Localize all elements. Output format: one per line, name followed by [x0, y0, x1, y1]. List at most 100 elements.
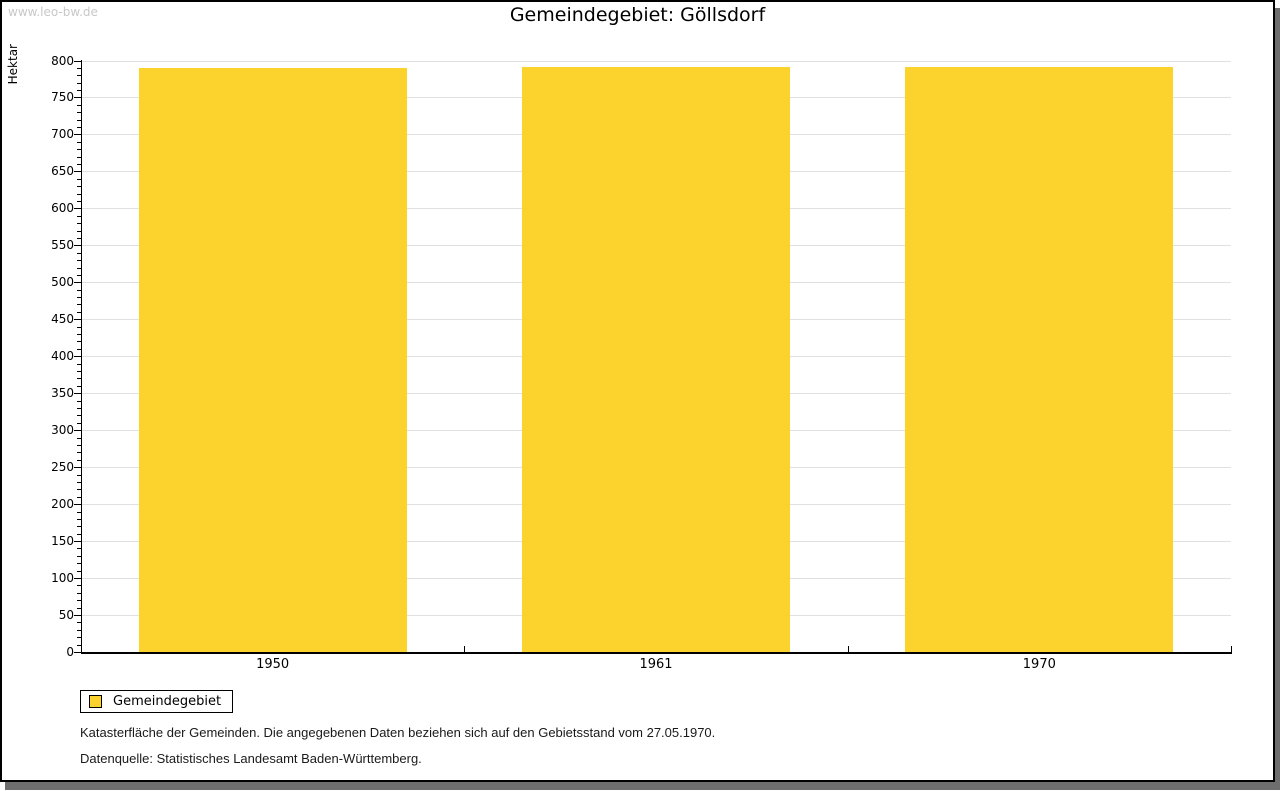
y-minor-tick [77, 511, 81, 513]
y-major-tick [74, 541, 81, 543]
y-minor-tick [77, 489, 81, 491]
y-minor-tick [77, 104, 81, 106]
y-major-tick [74, 60, 81, 62]
watermark: www.leo-bw.de [8, 5, 98, 19]
y-minor-tick [77, 496, 81, 498]
y-tick-label-200: 200 [51, 497, 74, 512]
y-axis-label: Hektar [6, 44, 20, 85]
y-tick-label-300: 300 [51, 423, 74, 438]
y-minor-tick [77, 408, 81, 409]
y-tick-label-600: 600 [51, 201, 74, 216]
x-tick-label-1970: 1970 [1022, 657, 1056, 672]
y-major-tick [74, 356, 81, 358]
y-minor-tick [77, 127, 81, 129]
y-tick-label-750: 750 [51, 90, 74, 105]
y-minor-tick [77, 459, 81, 461]
y-minor-tick [77, 341, 81, 343]
y-minor-tick [77, 629, 81, 631]
y-minor-tick [77, 644, 81, 646]
y-major-tick [74, 208, 81, 210]
y-major-tick [74, 282, 81, 284]
y-major-tick [74, 504, 81, 506]
y-major-tick [74, 652, 81, 653]
y-minor-tick [77, 237, 81, 239]
y-minor-tick [77, 119, 81, 121]
y-minor-tick [77, 452, 81, 454]
y-tick-label-800: 800 [51, 53, 74, 68]
y-major-tick [74, 97, 81, 99]
y-major-tick [74, 134, 81, 136]
y-minor-tick [77, 156, 81, 158]
y-minor-tick [77, 178, 81, 180]
y-minor-tick [77, 297, 81, 299]
y-minor-tick [77, 444, 81, 446]
y-minor-tick [77, 348, 81, 350]
y-major-tick [74, 467, 81, 469]
y-minor-tick [77, 149, 81, 151]
bar-1961 [521, 67, 791, 652]
y-minor-tick [77, 378, 81, 380]
x-boundary-tick [847, 646, 849, 652]
y-minor-tick [77, 363, 81, 365]
y-minor-tick [77, 252, 81, 254]
y-tick-label-500: 500 [51, 275, 74, 290]
x-axis-line [81, 652, 1232, 654]
y-tick-label-650: 650 [51, 164, 74, 179]
y-tick-label-250: 250 [51, 460, 74, 475]
y-minor-tick [77, 193, 81, 195]
y-minor-tick [77, 215, 81, 217]
x-boundary-tick [464, 646, 466, 652]
chart-title: Gemeindegebiet: Göllsdorf [509, 4, 766, 26]
y-minor-tick [77, 474, 81, 476]
y-minor-tick [77, 563, 81, 565]
y-minor-tick [77, 311, 81, 313]
y-minor-tick [77, 334, 81, 336]
y-minor-tick [77, 592, 81, 594]
y-tick-label-0: 0 [66, 645, 74, 659]
y-minor-tick [77, 289, 81, 291]
y-tick-label-550: 550 [51, 238, 74, 253]
legend: Gemeindegebiet [80, 690, 234, 713]
bar-1970 [905, 67, 1174, 652]
legend-label: Gemeindegebiet [113, 694, 222, 709]
bar-1950 [138, 67, 407, 652]
x-tick-label-1950: 1950 [256, 657, 290, 672]
y-minor-tick [77, 90, 81, 92]
y-minor-tick [77, 533, 81, 535]
footnote-data-source: Datenquelle: Statistisches Landesamt Bad… [80, 751, 422, 766]
y-axis-line [81, 59, 82, 653]
y-minor-tick [77, 607, 81, 609]
y-minor-tick [77, 186, 81, 188]
y-minor-tick [77, 400, 81, 402]
y-minor-tick [77, 437, 81, 439]
y-minor-tick [77, 267, 81, 269]
y-major-tick [74, 319, 81, 321]
y-minor-tick [77, 67, 81, 69]
y-minor-tick [77, 585, 81, 587]
y-minor-tick [77, 141, 81, 143]
y-minor-tick [77, 518, 81, 520]
y-minor-tick [77, 622, 81, 624]
y-minor-tick [77, 223, 81, 225]
y-minor-tick [77, 385, 81, 387]
y-minor-tick [77, 112, 81, 114]
y-major-tick [74, 430, 81, 432]
footnote-source-note: Katasterfläche der Gemeinden. Die angege… [80, 725, 716, 740]
y-major-tick [74, 615, 81, 617]
y-tick-label-350: 350 [51, 386, 74, 401]
y-minor-tick [77, 200, 81, 202]
y-tick-label-150: 150 [51, 534, 74, 549]
y-major-tick [74, 171, 81, 173]
gridline-800 [81, 60, 1231, 62]
y-minor-tick [77, 75, 81, 77]
y-minor-tick [77, 164, 81, 165]
y-minor-tick [77, 230, 81, 232]
y-major-tick [74, 393, 81, 395]
y-minor-tick [77, 570, 81, 572]
y-minor-tick [77, 526, 81, 528]
y-minor-tick [77, 371, 81, 373]
y-minor-tick [77, 274, 81, 276]
y-minor-tick [77, 82, 81, 84]
y-tick-label-700: 700 [51, 127, 74, 142]
